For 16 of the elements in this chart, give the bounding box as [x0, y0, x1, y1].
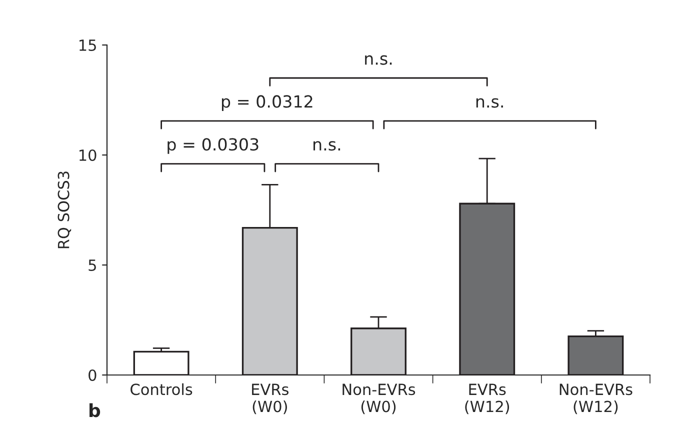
annotation: p = 0.0303 [168, 138, 258, 154]
annotation: n.s. [476, 98, 503, 108]
annotation: p = 0.0312 [222, 95, 312, 111]
x-tick-label: Non-EVRs (W12) [560, 384, 632, 414]
x-tick-label: EVRs (W0) [252, 384, 288, 414]
y-axis-title: RQ SOCS3 [58, 172, 72, 248]
y-tick-label: 0 [88, 369, 96, 382]
text: b [90, 403, 100, 418]
x-tick-label: EVRs (W12) [465, 384, 510, 414]
x-tick-label: Controls [130, 383, 192, 396]
y-tick-label: 10 [80, 149, 96, 162]
x-tick-label: Non-EVRs (W0) [342, 384, 416, 414]
annotation: n.s. [314, 141, 340, 151]
annotation: n.s. [365, 55, 392, 65]
y-tick-label: 15 [80, 40, 96, 52]
y-tick-label: 5 [88, 260, 96, 272]
